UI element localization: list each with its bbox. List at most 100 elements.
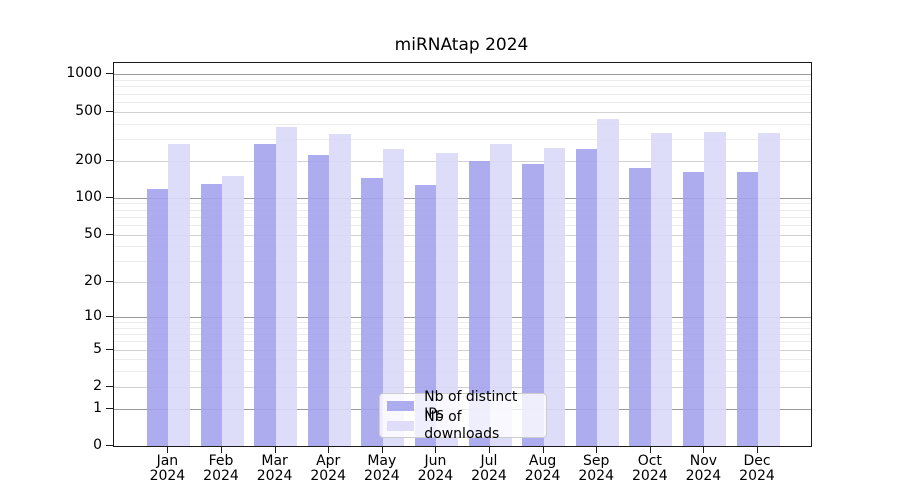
gridline-minor — [114, 101, 811, 103]
y-tick-label: 100 — [75, 188, 102, 205]
bar-downloads — [704, 131, 726, 446]
y-tick-label: 1000 — [66, 65, 102, 82]
bar-downloads — [650, 132, 673, 446]
y-tick-label: 0 — [93, 437, 102, 453]
y-tick-mark — [106, 73, 113, 75]
gridline-minor — [114, 216, 811, 218]
bar-downloads — [382, 149, 405, 446]
bar-downloads — [168, 144, 190, 446]
gridline-minor — [114, 139, 811, 140]
bar-distinct-ips — [200, 183, 222, 446]
x-tick-label: Dec 2024 — [739, 453, 775, 484]
chart-title: miRNAtap 2024 — [394, 35, 529, 55]
gridline — [114, 234, 811, 236]
bar-downloads — [329, 133, 351, 446]
x-tick-label: Feb 2024 — [203, 453, 239, 484]
y-tick-label: 20 — [84, 273, 102, 290]
x-tick-label: Aug 2024 — [524, 453, 561, 484]
x-tick-label: Jan 2024 — [149, 453, 186, 484]
y-tick-mark — [106, 110, 113, 112]
x-tick-label: Apr 2024 — [310, 453, 346, 484]
gridline-minor — [114, 203, 811, 205]
gridline-minor — [114, 327, 811, 329]
gridline-minor — [114, 86, 811, 88]
legend: Nb of distinct IPs Nb of downloads — [379, 389, 547, 442]
y-tick-label: 50 — [84, 225, 102, 242]
bar-distinct-ips — [575, 149, 598, 446]
gridline — [114, 317, 811, 318]
y-tick-mark — [106, 316, 113, 317]
y-tick-mark — [106, 159, 113, 161]
bar-distinct-ips — [682, 172, 705, 446]
x-tick-label: Oct 2024 — [631, 453, 668, 484]
gridline-minor — [114, 224, 811, 226]
bar-distinct-ips — [361, 177, 383, 446]
gridline — [114, 386, 811, 388]
gridline-minor — [114, 334, 811, 336]
bar-downloads — [597, 119, 619, 446]
x-tick-mark — [703, 446, 705, 453]
bar-distinct-ips — [146, 188, 169, 446]
bar-distinct-ips — [254, 144, 276, 446]
y-tick-mark — [106, 407, 113, 409]
bar-downloads — [275, 127, 298, 446]
legend-item-distinct-ips: Nb of distinct IPs — [387, 389, 538, 422]
y-tick-mark — [106, 196, 113, 198]
gridline-minor — [114, 341, 811, 343]
bar-distinct-ips — [629, 168, 651, 446]
gridline-minor — [114, 93, 811, 95]
bar-distinct-ips — [736, 172, 758, 446]
gridline — [114, 349, 811, 351]
legend-swatch-distinct-ips — [387, 400, 415, 411]
x-tick-mark — [757, 446, 758, 453]
y-tick-mark — [106, 233, 113, 235]
x-tick-mark — [221, 446, 222, 453]
legend-label-downloads: Nb of downloads — [424, 408, 500, 442]
gridline — [114, 74, 811, 76]
y-tick-label: 1 — [93, 399, 102, 416]
gridline-minor — [114, 209, 811, 211]
gridline — [114, 197, 811, 199]
bar-distinct-ips — [468, 161, 490, 446]
x-tick-label: Nov 2024 — [685, 453, 722, 484]
x-tick-mark — [489, 446, 490, 453]
y-tick-label: 500 — [75, 102, 102, 119]
x-tick-label: Mar 2024 — [256, 453, 293, 484]
bar-distinct-ips — [414, 184, 437, 446]
gridline-minor — [114, 261, 811, 263]
gridline-minor — [114, 359, 811, 361]
x-tick-mark — [435, 446, 437, 453]
x-tick-mark — [649, 446, 651, 453]
y-tick-label: 10 — [84, 308, 102, 324]
bar-downloads — [436, 153, 458, 446]
gridline-minor — [114, 123, 811, 125]
legend-label-distinct-ips: Nb of distinct IPs — [424, 388, 518, 422]
x-tick-mark — [542, 446, 544, 453]
y-tick-mark — [106, 385, 113, 387]
gridline — [114, 160, 811, 162]
bar-downloads — [490, 144, 512, 446]
x-tick-mark — [328, 446, 330, 453]
legend-swatch-downloads — [387, 420, 415, 431]
y-tick-label: 5 — [93, 340, 102, 357]
gridline — [114, 282, 811, 284]
gridline-minor — [114, 322, 811, 324]
x-tick-mark — [381, 446, 383, 453]
y-tick-label: 2 — [93, 377, 102, 394]
bar-distinct-ips — [307, 155, 330, 446]
bar-downloads — [758, 133, 780, 446]
y-tick-label: 200 — [75, 151, 102, 168]
x-tick-mark — [167, 446, 169, 453]
y-tick-mark — [106, 281, 113, 283]
gridline-minor — [114, 371, 811, 373]
y-tick-mark — [106, 445, 113, 446]
gridline-minor — [114, 80, 811, 81]
gridline — [114, 111, 811, 113]
bar-distinct-ips — [522, 164, 544, 446]
bar-downloads — [543, 147, 566, 446]
x-tick-label: Jun 2024 — [417, 453, 454, 484]
gridline-minor — [114, 246, 811, 248]
bar-downloads — [222, 175, 244, 446]
x-tick-mark — [596, 446, 598, 453]
